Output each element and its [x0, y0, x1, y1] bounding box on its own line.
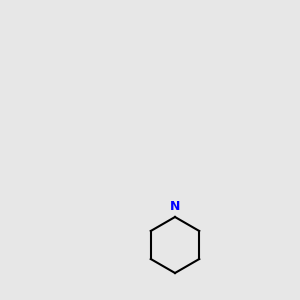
Text: N: N	[170, 200, 180, 214]
